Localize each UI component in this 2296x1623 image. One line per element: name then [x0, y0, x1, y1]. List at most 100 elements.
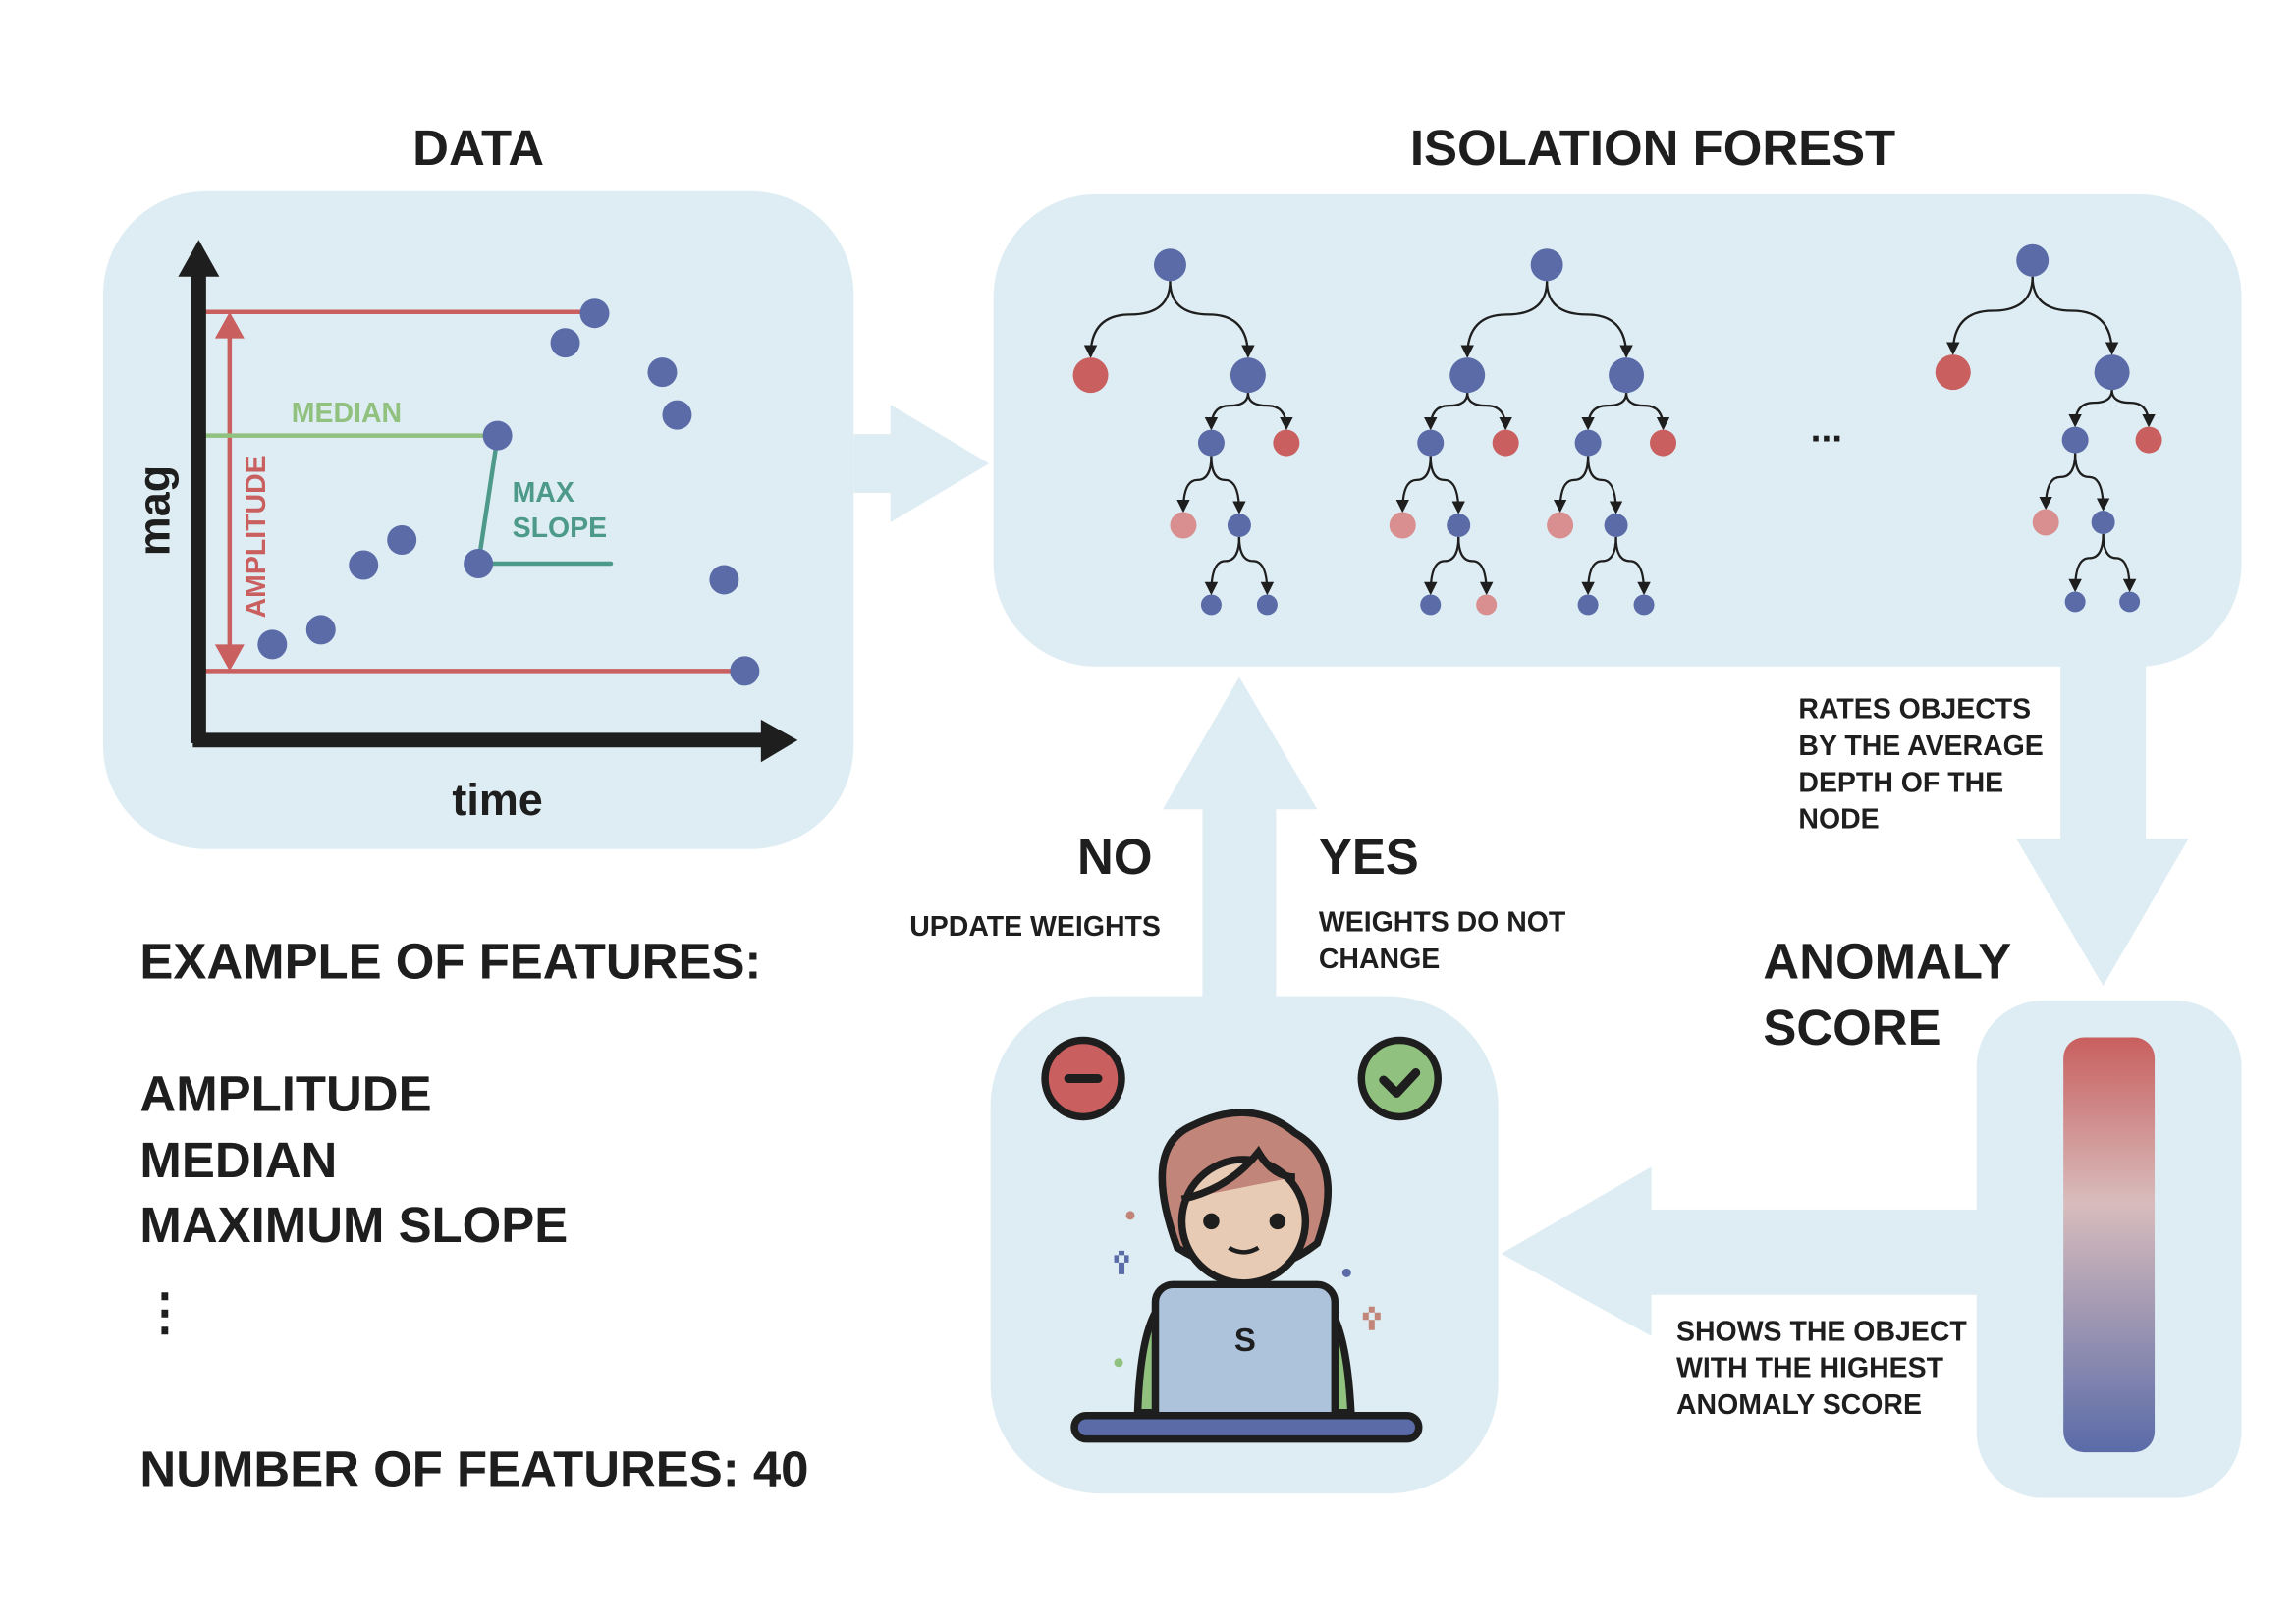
- tree-edge: [1083, 281, 1172, 358]
- arrow-score-to-user: [1501, 1166, 1988, 1336]
- tree-node: [1530, 248, 1563, 282]
- anomaly-leaf-node: [1492, 429, 1519, 457]
- features-heading: EXAMPLE OF FEATURES:: [139, 934, 761, 990]
- y-axis-label: mag: [129, 465, 179, 556]
- tree-node: [1449, 357, 1486, 394]
- tree-node: [1200, 594, 1222, 616]
- tree-node: [2119, 591, 2141, 613]
- tree-edge: [1546, 281, 1633, 358]
- data-point: [482, 420, 513, 451]
- arrow-data-to-forest: [853, 405, 990, 523]
- tree-edge: [2068, 534, 2105, 593]
- data-point: [550, 328, 580, 358]
- tree-edge: [1169, 281, 1255, 358]
- tree-node: [1417, 429, 1445, 457]
- minus-icon: [1041, 1036, 1125, 1121]
- median-label: MEDIAN: [292, 398, 402, 429]
- anomaly-leaf-node: [1170, 512, 1197, 539]
- flow-arrows: [853, 405, 2189, 1336]
- tree-edge: [1553, 456, 1590, 514]
- rating-note-line: NODE: [1798, 804, 1879, 836]
- data-point: [579, 298, 610, 329]
- forest-panel: [993, 193, 2242, 667]
- shows-note-line: ANOMALY SCORE: [1676, 1389, 1922, 1421]
- laptop-logo: S: [1234, 1322, 1256, 1358]
- isolation-tree: [1935, 243, 2162, 613]
- anomaly-leaf-node: [1650, 429, 1677, 457]
- feature-item: MEDIAN: [139, 1132, 337, 1188]
- anomaly-leaf-node: [2135, 426, 2162, 454]
- tree-edge: [2039, 453, 2077, 511]
- data-title: DATA: [412, 120, 544, 176]
- shows-note-line: WITH THE HIGHEST: [1676, 1353, 1944, 1384]
- data-point: [464, 548, 494, 578]
- rating-note-line: DEPTH OF THE: [1798, 767, 2003, 798]
- tree-node: [2091, 511, 2115, 535]
- desk: [1070, 1411, 1423, 1443]
- tree-edge: [1246, 393, 1293, 431]
- tree-edge: [1581, 537, 1617, 596]
- no-label: NO: [1077, 829, 1152, 885]
- data-point: [305, 615, 336, 645]
- anomaly-leaf-node: [2032, 509, 2059, 536]
- tree-node: [1577, 594, 1599, 616]
- data-point: [257, 629, 288, 660]
- isolation-tree: [1072, 248, 1300, 616]
- tree-edge: [1237, 537, 1275, 596]
- tree-edge: [1946, 276, 2034, 355]
- tree-edge: [1457, 537, 1494, 596]
- user-illustration: [1041, 1036, 1442, 1443]
- data-point: [662, 400, 692, 430]
- feature-item: MAXIMUM SLOPE: [139, 1197, 568, 1253]
- anomaly-leaf-node: [1476, 594, 1498, 616]
- tree-edge: [1624, 393, 1670, 431]
- rating-note: RATES OBJECTS BY THE AVERAGE DEPTH OF TH…: [1798, 693, 2043, 835]
- data-point: [387, 525, 417, 555]
- features-more: ⋮: [139, 1283, 190, 1339]
- max-slope-label-2: SLOPE: [513, 513, 608, 544]
- forest-title: ISOLATION FOREST: [1410, 120, 1895, 176]
- data-point: [709, 565, 739, 595]
- tree-node: [1574, 429, 1602, 457]
- tree-node: [2064, 591, 2086, 613]
- anomaly-score-gradient-bar: [2063, 1037, 2156, 1453]
- tree-node: [1256, 594, 1278, 616]
- tree-edge: [1423, 393, 1469, 431]
- rating-note-line: RATES OBJECTS: [1798, 693, 2031, 725]
- shows-note-line: SHOWS THE OBJECT: [1676, 1316, 1967, 1347]
- x-axis-label: time: [452, 775, 542, 825]
- tree-node: [2016, 243, 2050, 277]
- anomaly-score-title-2: SCORE: [1763, 1000, 1941, 1055]
- tree-node: [1633, 594, 1655, 616]
- tree-edge: [1204, 537, 1241, 596]
- no-note: UPDATE WEIGHTS: [909, 911, 1161, 943]
- tree-edge: [2068, 390, 2113, 428]
- tree-edge: [1586, 456, 1623, 514]
- amplitude-label: AMPLITUDE: [241, 455, 272, 618]
- tree-node: [2061, 426, 2089, 454]
- anomaly-leaf-node: [1273, 429, 1300, 457]
- feature-item: AMPLITUDE: [139, 1065, 431, 1121]
- data-point: [730, 656, 760, 686]
- tree-node: [1197, 429, 1225, 457]
- tree-edge: [2102, 534, 2137, 593]
- tree-node: [1227, 514, 1251, 538]
- light-curve-plot: AMPLITUDE MEDIAN MAX SLOPE mag time: [129, 240, 798, 825]
- anomaly-score-title-1: ANOMALY: [1763, 934, 2011, 990]
- tree-node: [1230, 357, 1266, 394]
- check-icon: [1357, 1036, 1442, 1121]
- arrow-forest-to-score: [2016, 654, 2189, 987]
- tree-edge: [1210, 456, 1246, 514]
- tree-node: [1609, 357, 1645, 394]
- tree-edge: [1395, 456, 1432, 514]
- data-point: [647, 357, 678, 388]
- tree-edge: [1423, 537, 1460, 596]
- arrow-user-to-forest: [1162, 676, 1318, 1016]
- isolation-trees: [1072, 243, 2162, 616]
- anomaly-leaf-node: [1547, 512, 1574, 539]
- tree-node: [1604, 514, 1628, 538]
- anomaly-leaf-node: [1072, 357, 1109, 394]
- tree-edge: [2074, 453, 2110, 512]
- tree-edge: [1460, 281, 1549, 358]
